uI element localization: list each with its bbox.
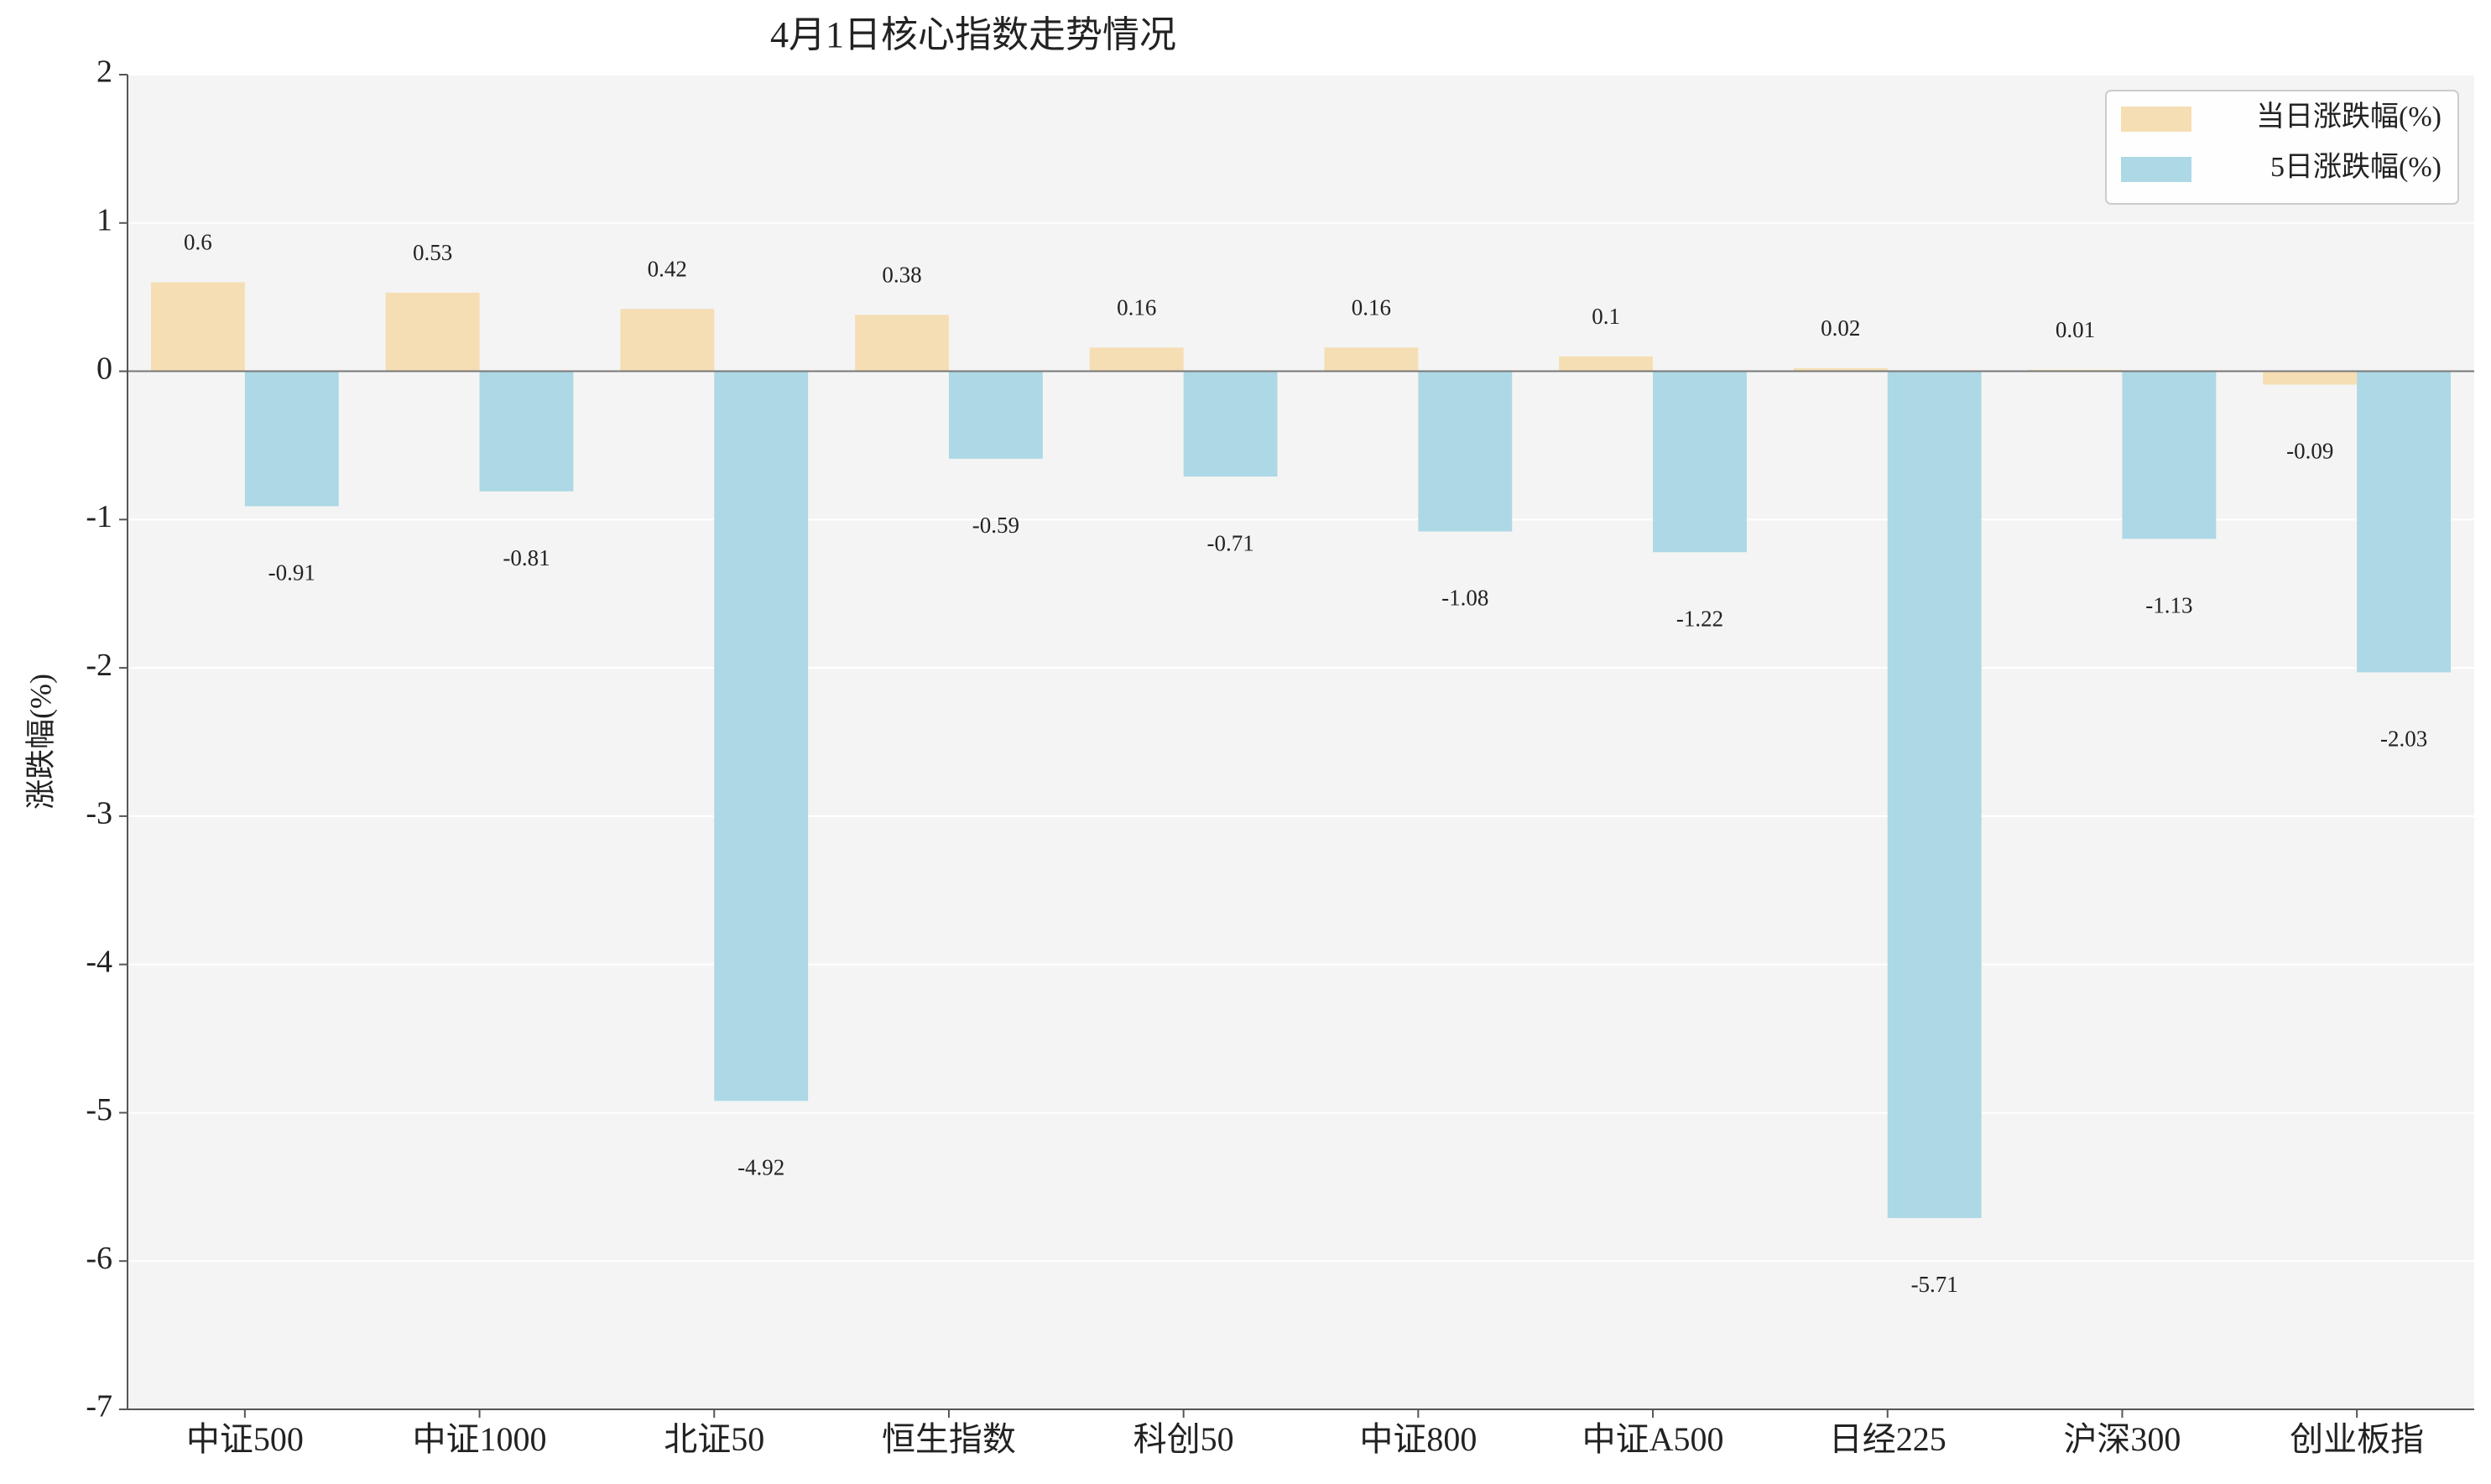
y-tick-label: -6: [86, 1241, 112, 1276]
x-tick-label: 创业板指: [2290, 1420, 2424, 1458]
bar: [855, 315, 949, 372]
bar: [1418, 371, 1513, 532]
x-tick-label: 恒生指数: [882, 1420, 1016, 1458]
value-label: 0.38: [882, 263, 921, 288]
y-tick-label: -4: [86, 944, 112, 979]
x-tick-label: 沪深300: [2063, 1420, 2181, 1458]
legend-swatch: [2121, 157, 2191, 182]
value-label: -1.13: [2145, 593, 2192, 618]
x-tick-label: 中证A500: [1582, 1420, 1724, 1458]
y-tick-label: -3: [86, 796, 112, 831]
bar: [1887, 371, 1982, 1218]
x-tick-label: 日经225: [1829, 1420, 1946, 1458]
bar: [244, 371, 339, 507]
x-tick-label: 中证1000: [413, 1420, 547, 1458]
bar: [479, 371, 574, 492]
legend-label: 5日涨跌幅(%): [2270, 151, 2441, 183]
bar: [714, 371, 809, 1101]
x-tick-label: 科创50: [1133, 1420, 1234, 1458]
bar: [2122, 371, 2217, 539]
value-label: -5.71: [1911, 1272, 1958, 1297]
value-label: -0.09: [2286, 439, 2333, 464]
bar: [150, 282, 245, 372]
value-label: 0.02: [1821, 315, 1860, 341]
value-label: -0.81: [503, 545, 550, 570]
bar: [1559, 356, 1654, 372]
y-tick-label: -5: [86, 1092, 112, 1127]
y-tick-label: 1: [96, 202, 112, 237]
value-label: 0.16: [1352, 294, 1391, 320]
bar: [1183, 371, 1278, 477]
chart-title: 4月1日核心指数走势情况: [770, 14, 1176, 55]
legend-box: [2105, 90, 2459, 205]
value-label: -1.08: [1441, 586, 1488, 611]
bar: [385, 292, 480, 372]
legend-swatch: [2121, 107, 2191, 132]
value-label: -0.91: [268, 560, 315, 586]
bar: [1324, 347, 1419, 372]
y-tick-label: 0: [96, 351, 112, 386]
y-tick-label: -7: [86, 1389, 112, 1424]
x-tick-label: 北证50: [664, 1420, 764, 1458]
value-label: -2.03: [2380, 726, 2427, 752]
y-tick-label: 2: [96, 55, 112, 90]
value-label: 0.01: [2056, 317, 2095, 342]
legend-label: 当日涨跌幅(%): [2256, 101, 2441, 133]
bar: [620, 309, 715, 372]
value-label: -4.92: [737, 1155, 784, 1180]
y-axis-label: 涨跌幅(%): [23, 674, 57, 810]
value-label: 0.16: [1117, 294, 1156, 320]
x-tick-label: 中证500: [186, 1420, 304, 1458]
value-label: 0.53: [413, 240, 452, 265]
value-label: 0.1: [1592, 304, 1620, 329]
value-label: 0.42: [648, 257, 687, 282]
bar: [1653, 371, 1747, 553]
bar: [1793, 368, 1888, 372]
y-tick-label: -2: [86, 648, 112, 683]
value-label: 0.6: [184, 230, 212, 255]
value-label: -0.71: [1206, 530, 1253, 555]
bar: [2357, 371, 2452, 673]
x-tick-label: 中证800: [1359, 1420, 1477, 1458]
plot-background: [128, 75, 2474, 1409]
bar: [2263, 371, 2358, 385]
bar: [948, 371, 1043, 459]
value-label: -0.59: [972, 513, 1019, 538]
y-tick-label: -1: [86, 499, 112, 534]
bar: [1089, 347, 1184, 372]
value-label: -1.22: [1676, 606, 1723, 631]
